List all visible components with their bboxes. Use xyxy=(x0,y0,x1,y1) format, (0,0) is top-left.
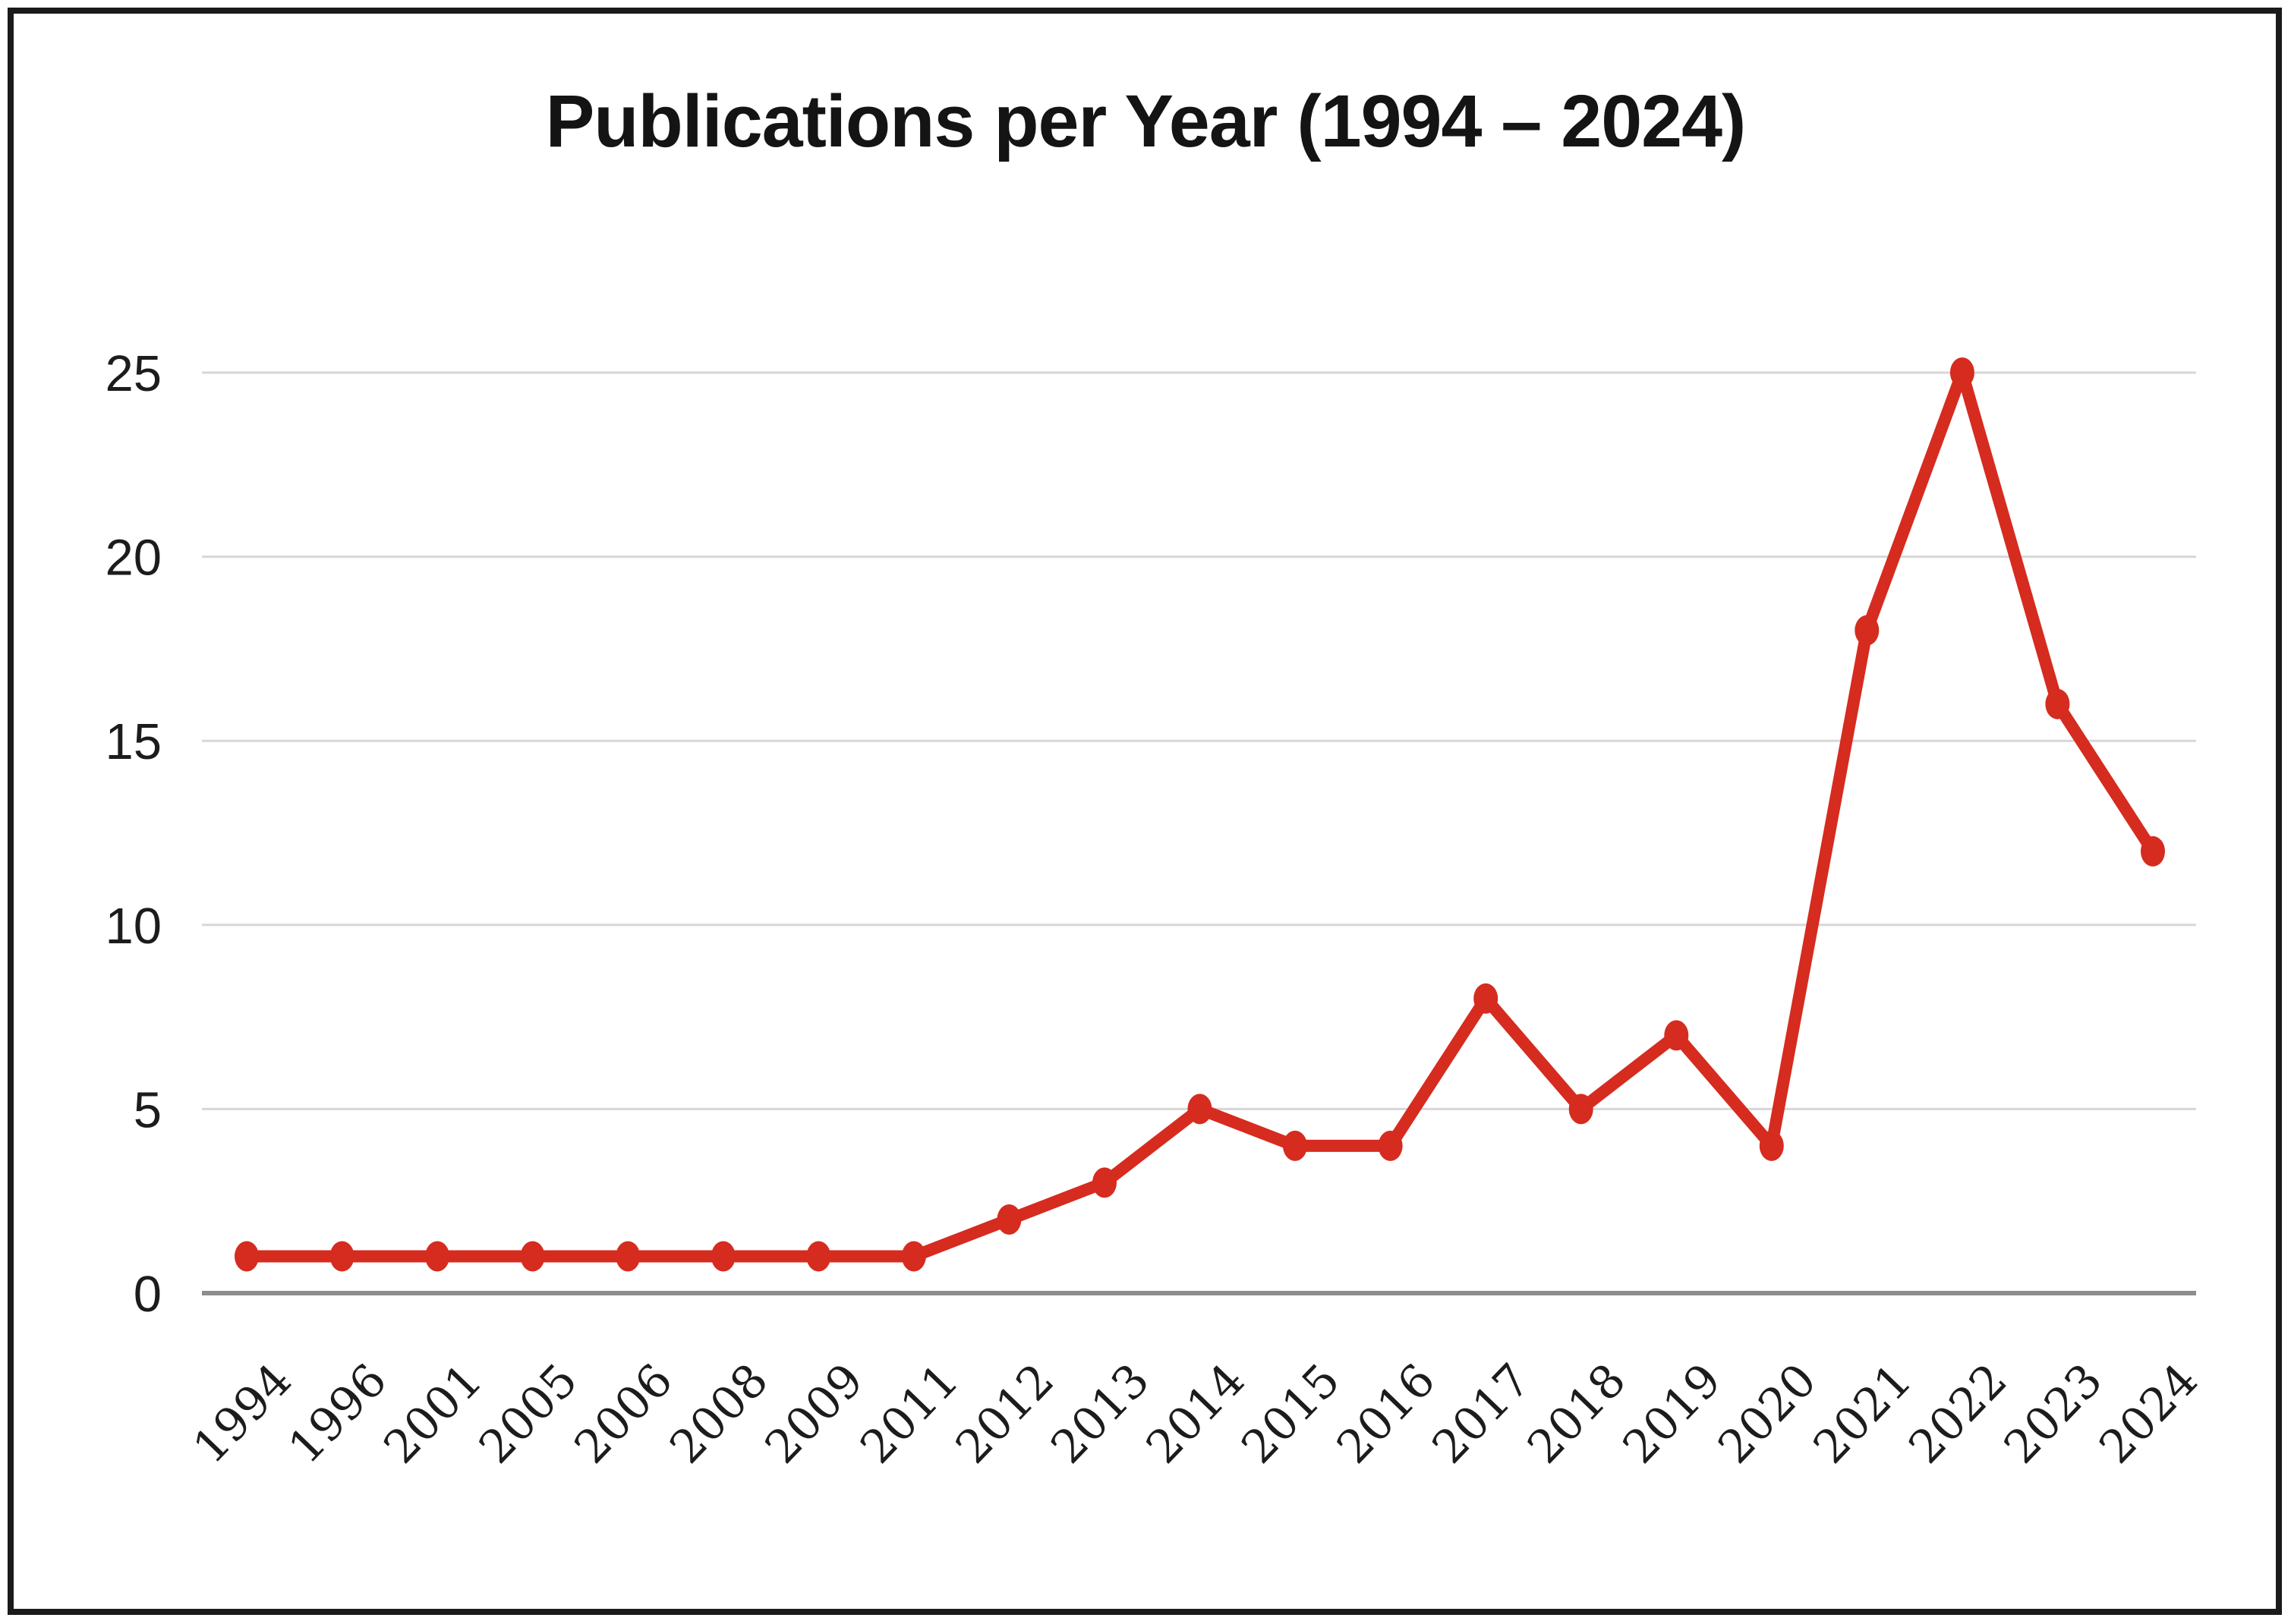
data-point-2001 xyxy=(425,1241,450,1272)
y-tick-label-5: 5 xyxy=(134,1081,162,1138)
x-tick-label-1994: 1994 xyxy=(183,1354,301,1474)
x-tick-label-1996: 1996 xyxy=(279,1354,397,1474)
x-tick-label-2009: 2009 xyxy=(755,1354,874,1474)
y-tick-label-0: 0 xyxy=(134,1266,162,1323)
x-tick-label-2019: 2019 xyxy=(1613,1354,1732,1474)
x-tick-label-2018: 2018 xyxy=(1517,1354,1636,1474)
data-point-2023 xyxy=(2045,688,2070,719)
x-tick-label-2014: 2014 xyxy=(1136,1354,1255,1474)
x-tick-label-2005: 2005 xyxy=(469,1354,588,1474)
x-tick-label-2011: 2011 xyxy=(850,1354,969,1474)
data-point-2019 xyxy=(1664,1020,1689,1051)
data-point-2011 xyxy=(901,1241,926,1272)
x-tick-label-2021: 2021 xyxy=(1804,1354,1922,1474)
data-point-2024 xyxy=(2141,836,2165,867)
data-point-2021 xyxy=(1855,615,1880,646)
data-point-2012 xyxy=(997,1204,1022,1235)
chart-title: Publications per Year (1994 – 2024) xyxy=(545,80,1747,162)
x-tick-label-2006: 2006 xyxy=(565,1354,683,1474)
x-tick-label-2012: 2012 xyxy=(946,1354,1064,1474)
data-point-2009 xyxy=(806,1241,831,1272)
x-tick-label-2023: 2023 xyxy=(1994,1354,2113,1474)
data-point-2022 xyxy=(1949,357,1974,388)
data-point-2005 xyxy=(520,1241,545,1272)
x-tick-label-2024: 2024 xyxy=(2089,1354,2207,1474)
data-point-2016 xyxy=(1378,1130,1403,1161)
y-tick-label-10: 10 xyxy=(105,898,162,955)
x-tick-label-2013: 2013 xyxy=(1041,1354,1159,1474)
data-point-1994 xyxy=(235,1241,259,1272)
x-tick-label-2001: 2001 xyxy=(373,1354,492,1474)
x-tick-label-2017: 2017 xyxy=(1423,1354,1541,1474)
x-tick-label-2022: 2022 xyxy=(1899,1354,2017,1474)
x-tick-label-2020: 2020 xyxy=(1708,1354,1826,1474)
data-point-2014 xyxy=(1187,1094,1212,1125)
data-point-2018 xyxy=(1568,1094,1593,1125)
x-tick-label-2015: 2015 xyxy=(1231,1354,1350,1474)
x-tick-label-2008: 2008 xyxy=(660,1354,778,1474)
data-point-1996 xyxy=(329,1241,355,1272)
data-point-2008 xyxy=(711,1241,736,1272)
data-point-2013 xyxy=(1092,1167,1117,1198)
x-tick-label-2016: 2016 xyxy=(1327,1354,1445,1474)
data-point-2020 xyxy=(1759,1130,1784,1161)
data-point-2017 xyxy=(1473,983,1498,1014)
data-point-2015 xyxy=(1283,1130,1307,1161)
data-point-2006 xyxy=(616,1241,641,1272)
y-tick-label-20: 20 xyxy=(105,530,162,587)
y-tick-label-25: 25 xyxy=(105,345,162,402)
y-tick-label-15: 15 xyxy=(105,713,162,770)
